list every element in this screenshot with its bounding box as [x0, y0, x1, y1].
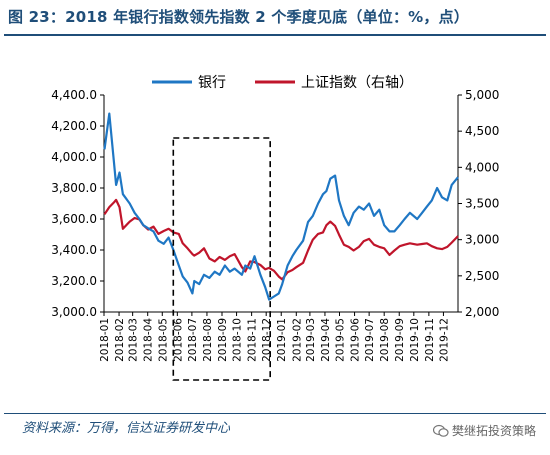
x-tick-label: 2018-05 [157, 318, 169, 362]
y-right-tick-label: 4,500 [465, 124, 499, 138]
y-left-tick-label: 4,000.0 [51, 150, 97, 164]
legend-item-shanghai: 上证指数（右轴） [255, 75, 413, 91]
y-left-tick-label: 3,600.0 [51, 212, 97, 226]
y-right-tick-label: 3,500 [465, 197, 499, 211]
x-tick-label: 2019-11 [424, 318, 436, 362]
watermark-text: 樊继拓投资策略 [451, 424, 536, 438]
y-right-tick-label: 4,000 [465, 160, 499, 174]
x-tick-label: 2018-09 [217, 318, 229, 362]
series-line-bank [103, 112, 459, 301]
y-left-tick-label: 3,000.0 [51, 305, 97, 319]
x-tick-label: 2018-03 [128, 318, 140, 362]
x-tick-label: 2019-07 [364, 318, 376, 362]
x-tick-label: 2018-12 [261, 318, 273, 362]
x-tick-label: 2019-04 [320, 318, 332, 362]
x-tick-label: 2018-07 [187, 318, 199, 362]
y-left-tick-label: 3,200.0 [51, 274, 97, 288]
x-tick-label: 2019-03 [305, 318, 317, 362]
x-tick-label: 2018-11 [247, 318, 259, 362]
legend-label: 上证指数（右轴） [301, 75, 413, 91]
x-tick-label: 2019-06 [350, 318, 362, 362]
x-tick-label: 2019-05 [335, 318, 347, 362]
series-line-shanghai [103, 198, 459, 281]
chart: 银行 上证指数（右轴） 3,000.03,200.03,400.03,600.03… [51, 75, 499, 381]
y-left-tick-label: 3,400.0 [51, 243, 97, 257]
figure-title: 图 23：2018 年银行指数领先指数 2 个季度见底（单位：%，点） [8, 8, 469, 26]
chart-legend: 银行 上证指数（右轴） [152, 75, 413, 91]
x-tick-label: 2019-08 [379, 318, 391, 362]
y-right-tick-label: 5,000 [465, 88, 499, 102]
y-axis-left: 3,000.0 3,200.0 3,400.0 3,600.0 3,800.0 4,000… [51, 88, 104, 319]
legend-item-bank: 银行 [152, 75, 226, 91]
wechat-icon [432, 424, 449, 437]
y-right-tick-label: 2,000 [465, 305, 499, 319]
plot-area [103, 95, 459, 313]
x-tick-label: 2019-01 [276, 318, 288, 362]
watermark: 樊继拓投资策略 [432, 422, 536, 439]
x-tick-label: 2018-01 [99, 318, 111, 362]
title-divider [4, 34, 546, 36]
y-right-tick-label: 3,000 [465, 233, 499, 247]
x-axis: 2018-01 2018-02 2018-03 2018-04 2018-05 2018-… [99, 312, 450, 362]
x-tick-label: 2018-02 [114, 318, 126, 362]
source-note: 资料来源：万得，信达证券研发中心 [22, 421, 231, 436]
x-tick-label: 2019-09 [394, 318, 406, 362]
y-right-tick-label: 2,500 [465, 269, 499, 283]
x-tick-label: 2018-08 [202, 318, 214, 362]
x-tick-label: 2019-02 [291, 318, 303, 362]
x-tick-label: 2018-10 [232, 318, 244, 362]
footer-divider [4, 413, 546, 414]
x-tick-label: 2018-06 [172, 318, 184, 362]
y-left-tick-label: 3,800.0 [51, 181, 97, 195]
y-axis-right: 2,000 2,500 3,000 3,500 4,000 4,500 5,000 [458, 88, 499, 319]
x-tick-label: 2019-10 [409, 318, 421, 362]
y-left-tick-label: 4,200.0 [51, 119, 97, 133]
x-tick-label: 2018-04 [143, 318, 155, 362]
y-left-tick-label: 4,400.0 [51, 88, 97, 102]
legend-label: 银行 [198, 75, 226, 91]
x-tick-label: 2019-12 [438, 318, 450, 362]
